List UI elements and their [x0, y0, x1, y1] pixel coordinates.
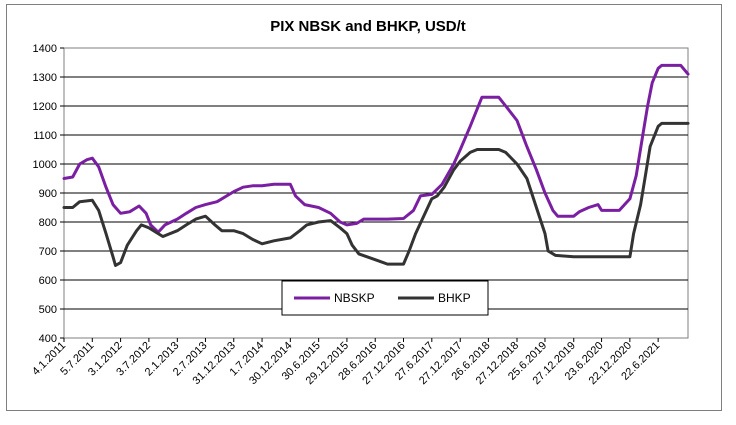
y-tick-label-500: 500 — [39, 304, 57, 316]
y-tick-label-700: 700 — [39, 246, 57, 258]
y-tick-label-1400: 1400 — [33, 43, 57, 55]
plot-area-group: 400 500 600 700 800 900 1000 1100 1200 1300 1400 4… — [30, 43, 690, 387]
y-tick-label-900: 900 — [39, 188, 57, 200]
series-lines — [62, 63, 690, 267]
y-tick-label-400: 400 — [39, 333, 57, 345]
legend-label-nbskp: NBSKP — [334, 291, 375, 305]
x-axis-ticks: 4.1.20115.7.20113.1.20123.7.20122.1.2013… — [30, 338, 662, 387]
y-tick-label-1000: 1000 — [33, 159, 57, 171]
y-axis-ticks: 400 500 600 700 800 900 1000 1100 1200 1300 1400 — [33, 43, 64, 345]
series-line-nbskp — [62, 63, 690, 234]
y-tick-label-1100: 1100 — [33, 130, 57, 142]
legend: NBSKP BHKP — [281, 280, 489, 316]
legend-label-bhkp: BHKP — [438, 291, 471, 305]
y-tick-label-1200: 1200 — [33, 101, 57, 113]
y-tick-label-800: 800 — [39, 217, 57, 229]
y-tick-label-600: 600 — [39, 275, 57, 287]
y-tick-label-1300: 1300 — [33, 72, 57, 84]
chart-title: PIX NBSK and BHKP, USD/t — [270, 18, 466, 35]
series-line-bhkp — [62, 121, 690, 267]
